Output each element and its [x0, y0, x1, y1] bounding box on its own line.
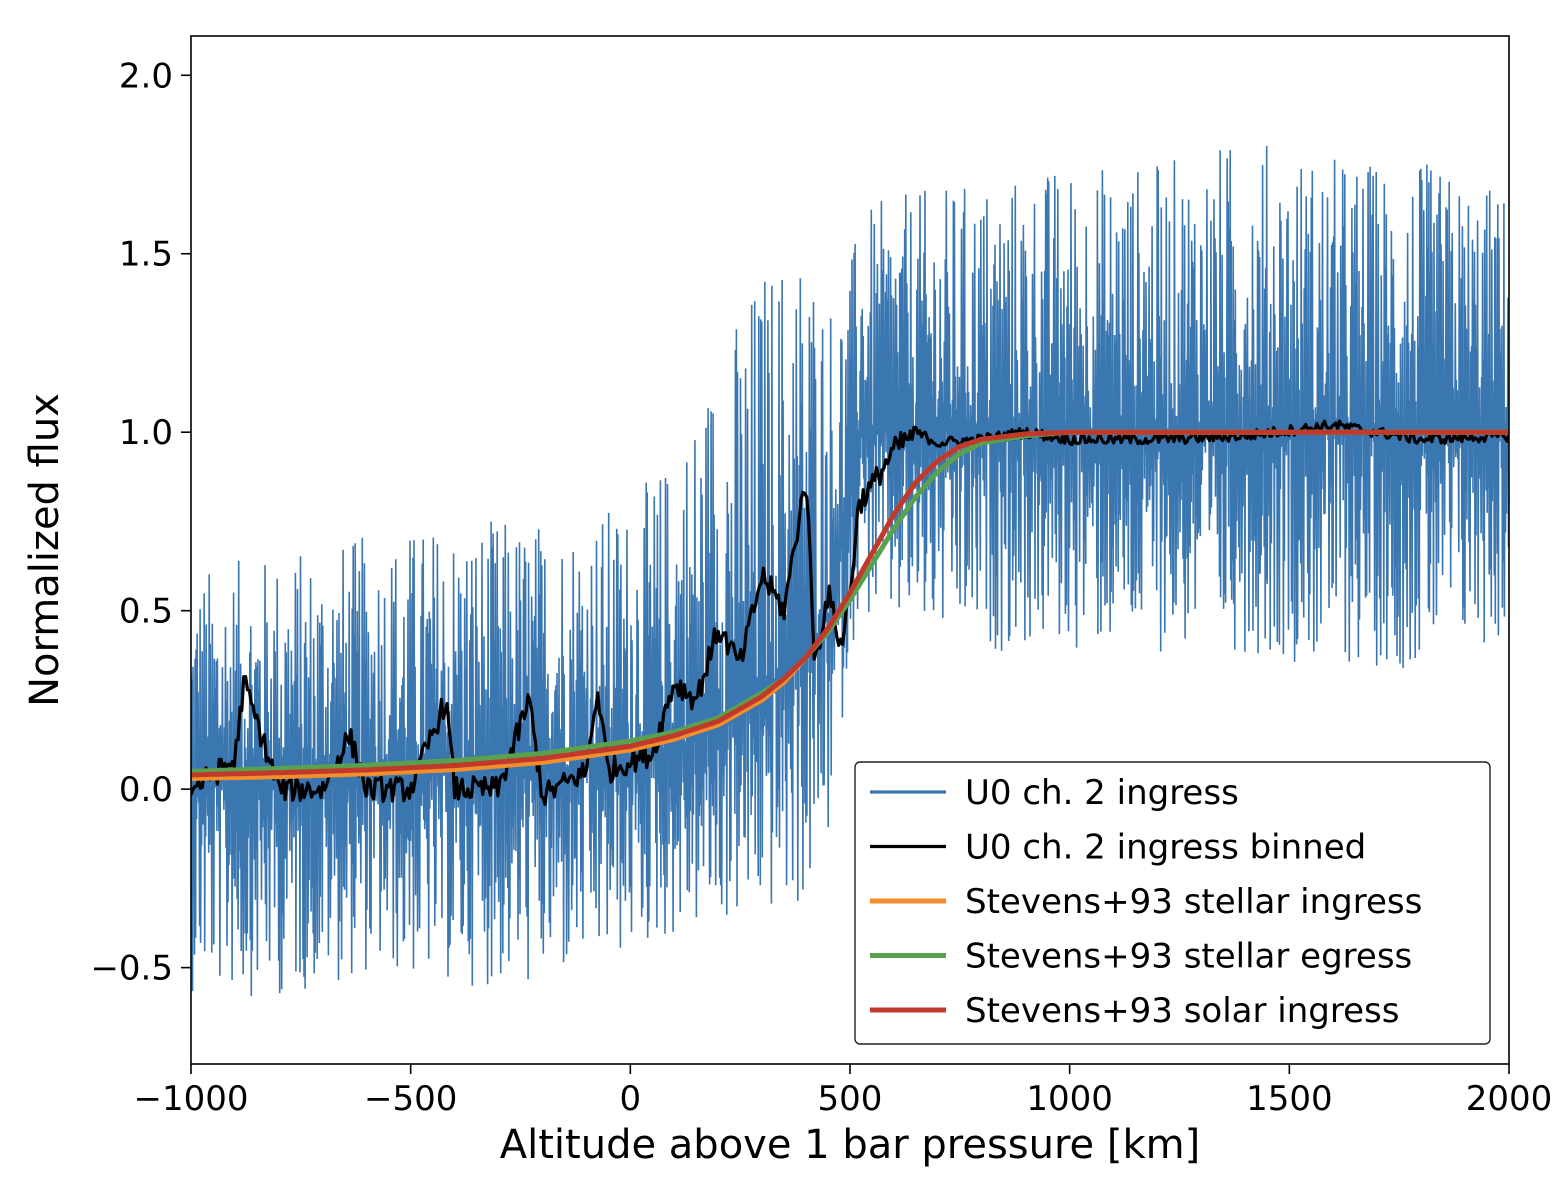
- x-tick-label: 1500: [1246, 1079, 1333, 1119]
- x-tick-label: 0: [620, 1079, 642, 1119]
- legend-box: [854, 761, 1491, 1045]
- y-axis: −0.5 0.0 0.5 1.0 1.5 2.0: [90, 56, 191, 989]
- x-tick-label: 500: [818, 1079, 883, 1119]
- x-axis-title: Altitude above 1 bar pressure [km]: [500, 1122, 1200, 1168]
- x-tick-label: 1000: [1026, 1079, 1113, 1119]
- series-line-u0-ch-2-ingress: [191, 145, 1509, 997]
- series-line-stevens-93-solar-ingress: [191, 429, 1509, 778]
- x-tick-label: 2000: [1466, 1079, 1553, 1119]
- legend-label-stevens-93-stellar-ingress: Stevens+93 stellar ingress: [965, 882, 1422, 922]
- y-tick-label: 1.5: [119, 235, 173, 275]
- legend: U0 ch. 2 ingress U0 ch. 2 ingress binned S…: [854, 761, 1491, 1045]
- y-axis-title: Normalized flux: [22, 393, 68, 707]
- y-tick-label: 0.5: [119, 592, 173, 632]
- legend-label-stevens-93-stellar-egress: Stevens+93 stellar egress: [965, 937, 1412, 977]
- y-tick-label: 0.0: [119, 770, 173, 810]
- raw-series-layer: [191, 145, 1509, 997]
- y-tick-label: 1.0: [119, 413, 173, 453]
- legend-label-u0-ch-2-ingress-binned: U0 ch. 2 ingress binned: [965, 828, 1366, 868]
- model-series-layer: [191, 419, 1509, 807]
- x-axis: −1000 −500 0 500 1000 1500 2000: [133, 1064, 1552, 1119]
- y-tick-label: −0.5: [90, 949, 173, 989]
- x-tick-label: −500: [364, 1079, 457, 1119]
- y-tick-label: 2.0: [119, 56, 173, 96]
- legend-label-stevens-93-solar-ingress: Stevens+93 solar ingress: [965, 991, 1399, 1031]
- x-tick-label: −1000: [133, 1079, 248, 1119]
- legend-label-u0-ch-2-ingress: U0 ch. 2 ingress: [965, 773, 1239, 813]
